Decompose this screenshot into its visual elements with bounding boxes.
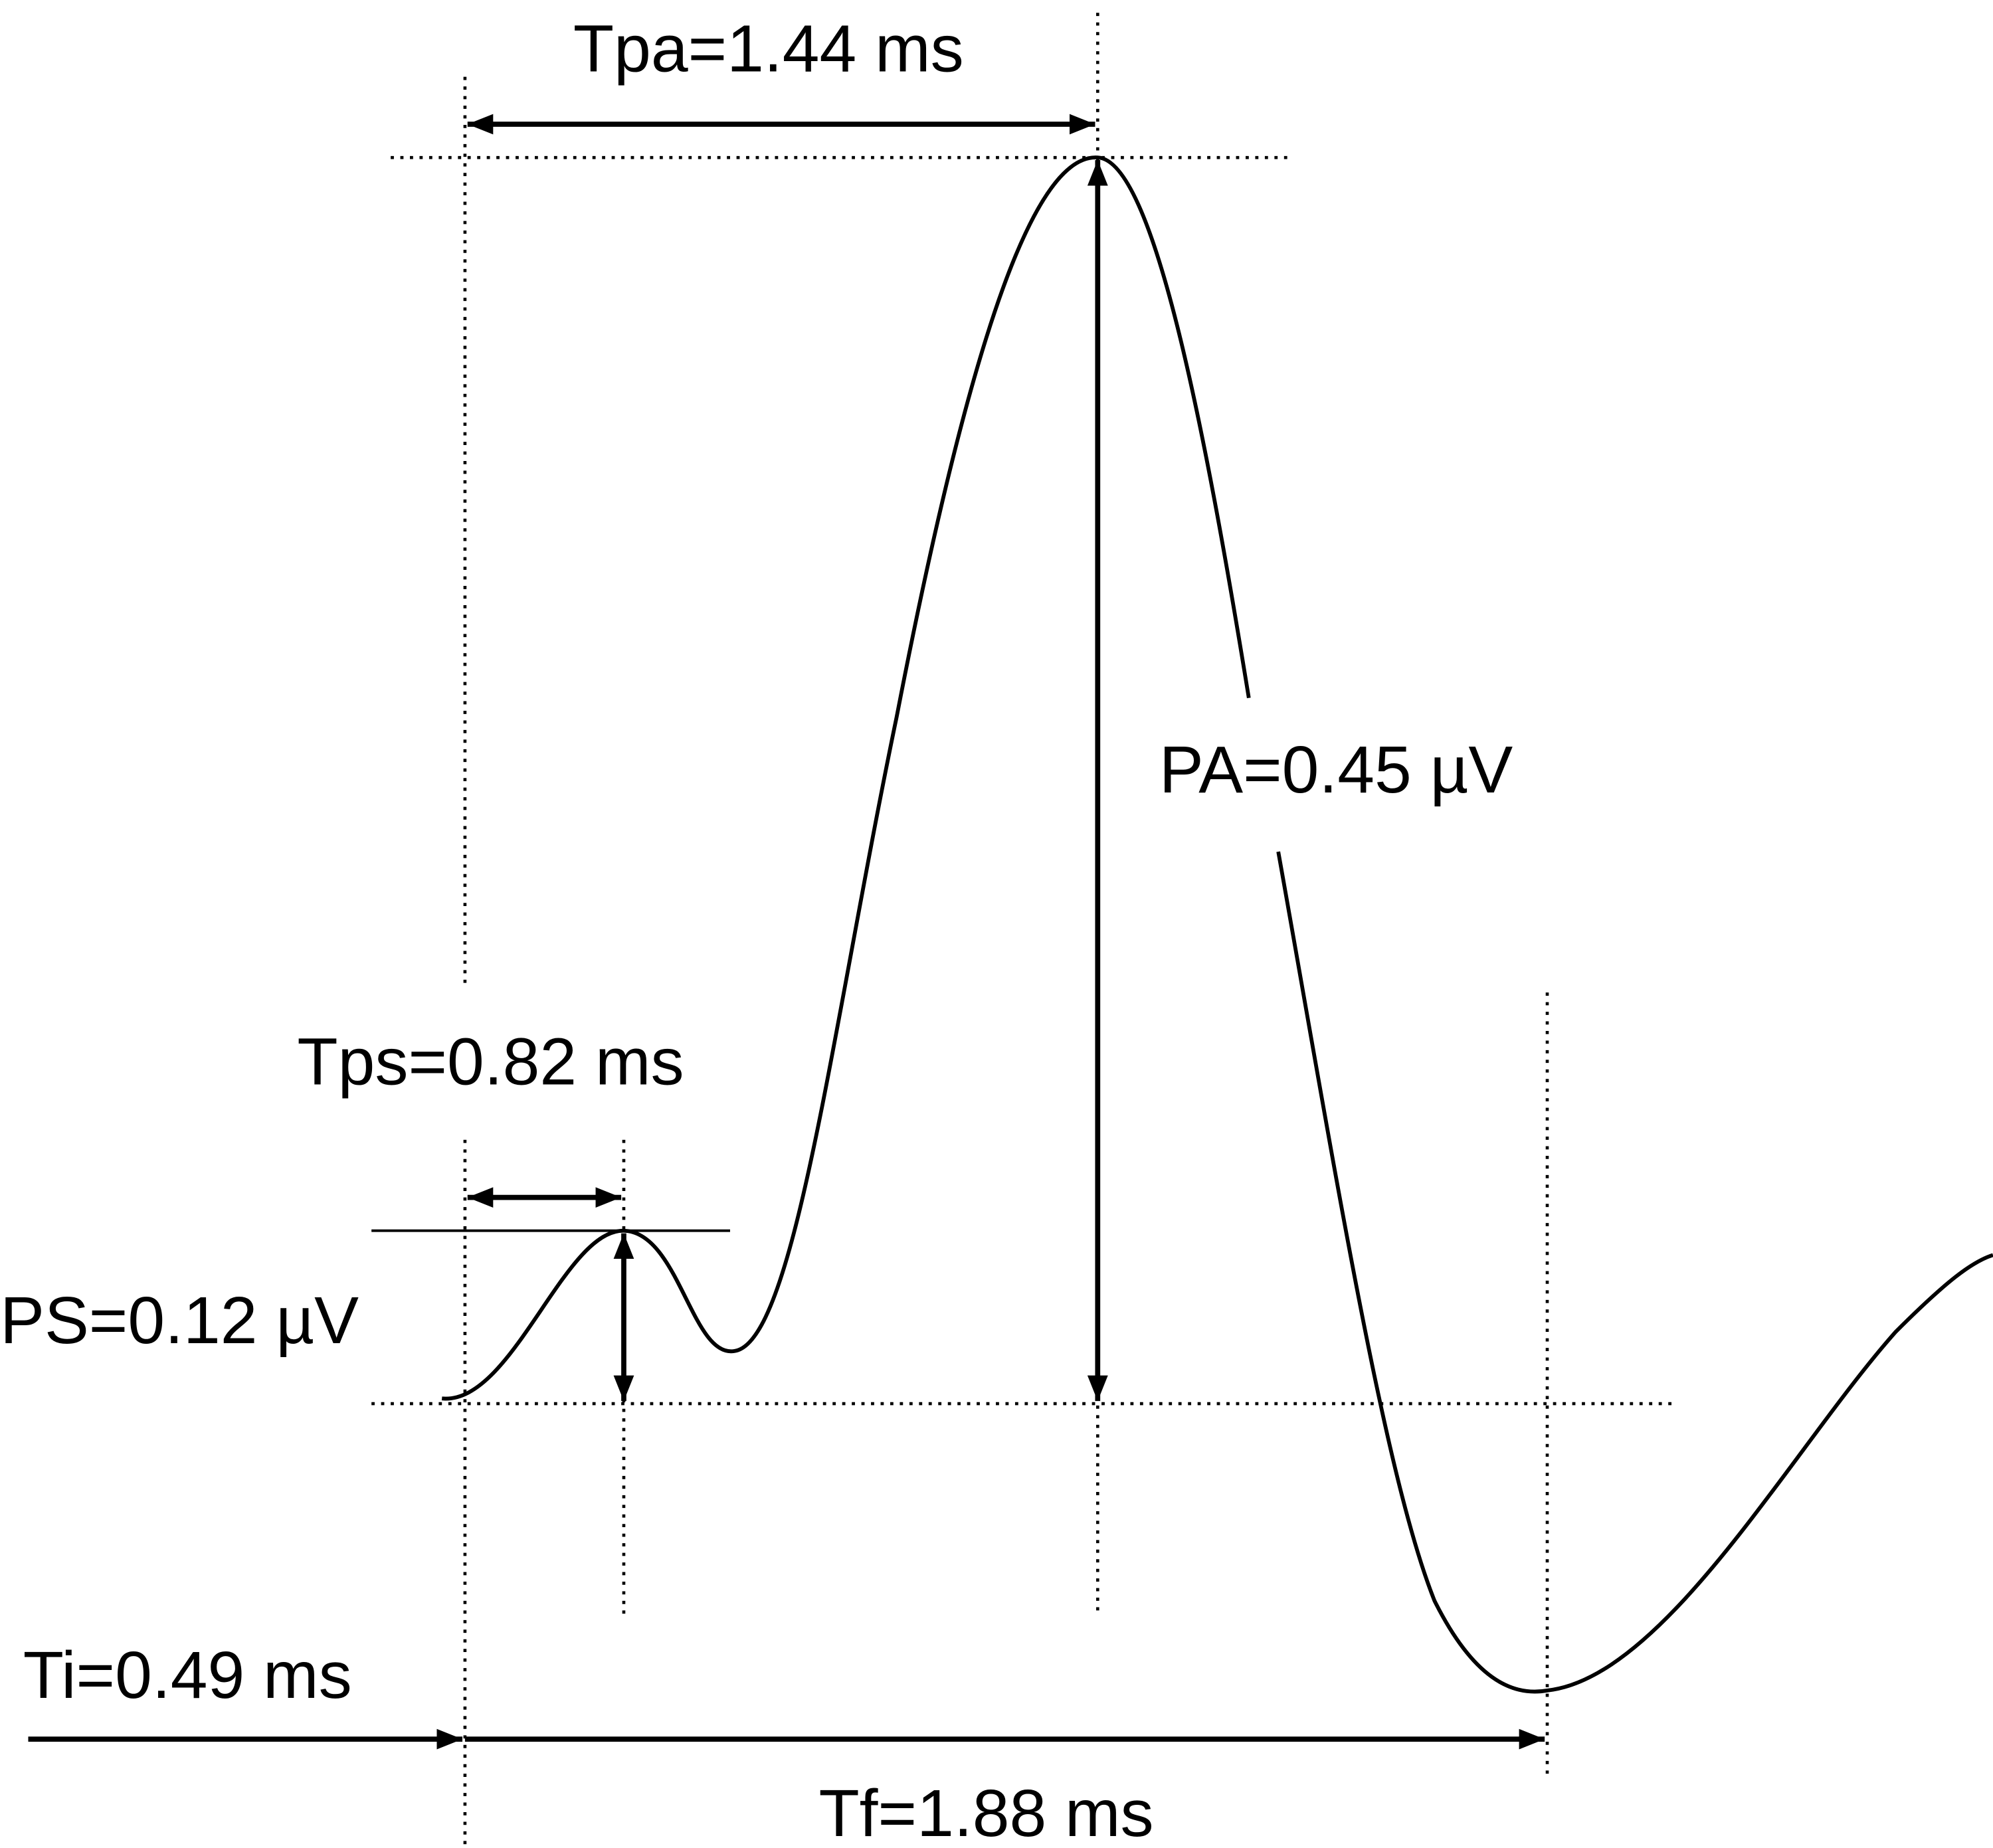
tps-label: Tps=0.82 ms — [297, 1024, 684, 1099]
ps-label: PS=0.12 µV — [0, 1283, 359, 1358]
tpa-label: Tpa=1.44 ms — [573, 11, 964, 86]
waveform — [441, 155, 1993, 1694]
arrows — [28, 114, 1545, 1750]
ti-label: Ti=0.49 ms — [23, 1638, 352, 1712]
pa-label: PA=0.45 µV — [1159, 733, 1513, 807]
tf-label: Tf=1.88 ms — [818, 1776, 1153, 1848]
guides — [371, 13, 1678, 1848]
